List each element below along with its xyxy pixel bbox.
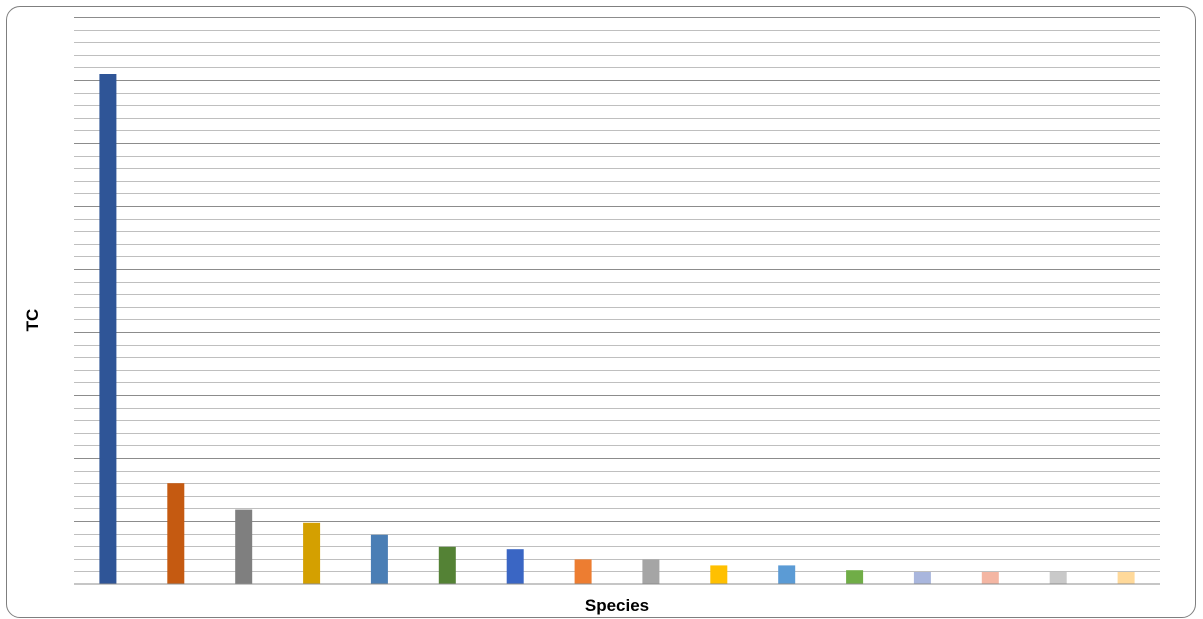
bar-2	[167, 483, 185, 584]
y-axis-title: TC	[23, 309, 42, 332]
bar-15	[1049, 572, 1067, 584]
bar-5	[370, 534, 388, 584]
bar-3	[235, 509, 253, 584]
bars	[99, 74, 1135, 584]
bar-9	[642, 559, 660, 584]
bar-11	[778, 565, 796, 584]
x-axis-title: Species	[585, 596, 649, 615]
bar-4	[303, 522, 321, 584]
bar-13	[913, 572, 931, 584]
bar-14	[981, 572, 999, 584]
bar-7	[506, 549, 524, 584]
bar-6	[438, 546, 456, 584]
bar-1	[99, 74, 117, 584]
gridlines	[74, 17, 1160, 572]
bar-8	[574, 559, 592, 584]
bar-16	[1117, 572, 1135, 584]
bar-10	[710, 565, 728, 584]
bar-12	[846, 570, 864, 584]
chart-frame	[6, 6, 1196, 618]
